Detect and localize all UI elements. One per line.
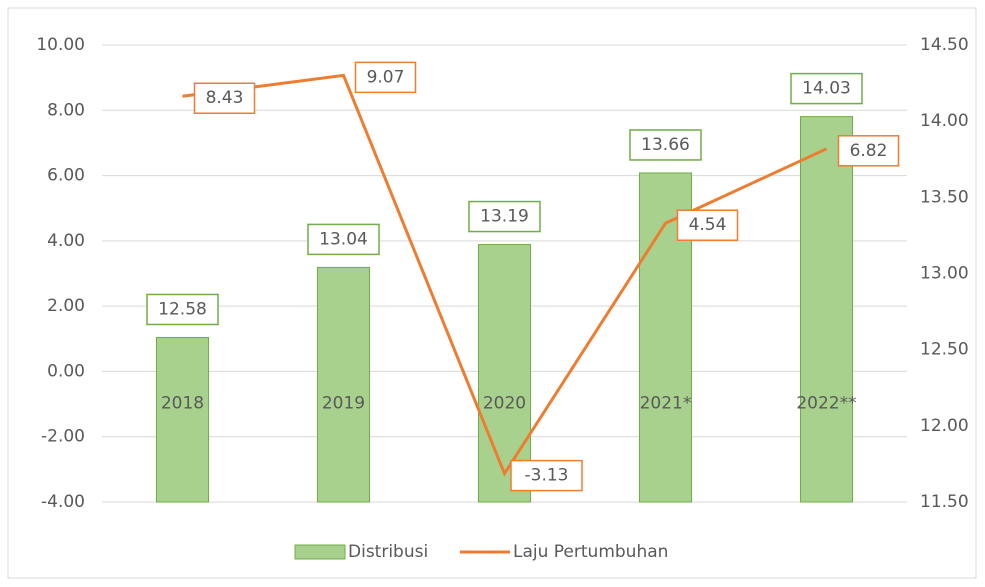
bar	[317, 266, 370, 503]
data-label-box	[307, 223, 380, 256]
data-label-box	[146, 293, 219, 326]
line	[182, 73, 828, 477]
y-tick-label: 8.00	[47, 100, 85, 120]
legend-label: Distribusi	[348, 542, 428, 562]
data-label-box	[837, 135, 900, 167]
data-label: 13.19	[480, 207, 529, 227]
data-label-box	[193, 82, 256, 114]
legend-label: Laju Pertumbuhan	[513, 542, 668, 562]
bar	[156, 336, 209, 503]
bar	[639, 172, 692, 503]
data-label: 6.82	[850, 141, 888, 161]
data-label: 12.58	[158, 299, 207, 319]
data-label-box	[510, 459, 583, 492]
y2-tick-label: 13.50	[920, 187, 969, 207]
data-label-box	[629, 129, 702, 161]
y2-tick-label: 14.00	[920, 111, 969, 131]
data-label: 13.04	[319, 229, 368, 249]
y-tick-label: 2.00	[47, 296, 85, 316]
data-label: 9.07	[367, 67, 405, 87]
data-label: 13.66	[641, 135, 690, 155]
data-label-box	[354, 61, 417, 94]
y-tick-label: 6.00	[47, 166, 85, 186]
x-tick-label: 2018	[161, 393, 204, 413]
data-label-box	[676, 209, 739, 241]
y-tick-label: 0.00	[47, 361, 85, 381]
data-label: 4.54	[689, 215, 727, 235]
x-tick-label: 2019	[322, 393, 365, 413]
y2-tick-label: 13.00	[920, 264, 969, 284]
y-tick-label: 4.00	[47, 231, 85, 251]
y2-tick-label: 11.50	[920, 492, 969, 512]
y2-tick-label: 12.00	[920, 416, 969, 436]
data-label-box	[790, 72, 863, 105]
data-label: 8.43	[206, 88, 244, 108]
bar	[478, 244, 531, 503]
legend-swatch	[294, 544, 346, 560]
y-tick-label: 10.00	[36, 35, 85, 55]
x-tick-label: 2021*	[640, 393, 692, 413]
y2-tick-label: 12.50	[920, 340, 969, 360]
bar	[800, 116, 853, 503]
x-tick-label: 2020	[483, 393, 526, 413]
y-tick-label: -4.00	[41, 492, 85, 512]
x-tick-label: 2022**	[796, 393, 856, 413]
data-label-box	[468, 200, 541, 233]
y2-tick-label: 14.50	[920, 35, 969, 55]
y-tick-label: -2.00	[41, 427, 85, 447]
data-label: -3.13	[525, 466, 569, 486]
data-label: 14.03	[802, 79, 851, 99]
